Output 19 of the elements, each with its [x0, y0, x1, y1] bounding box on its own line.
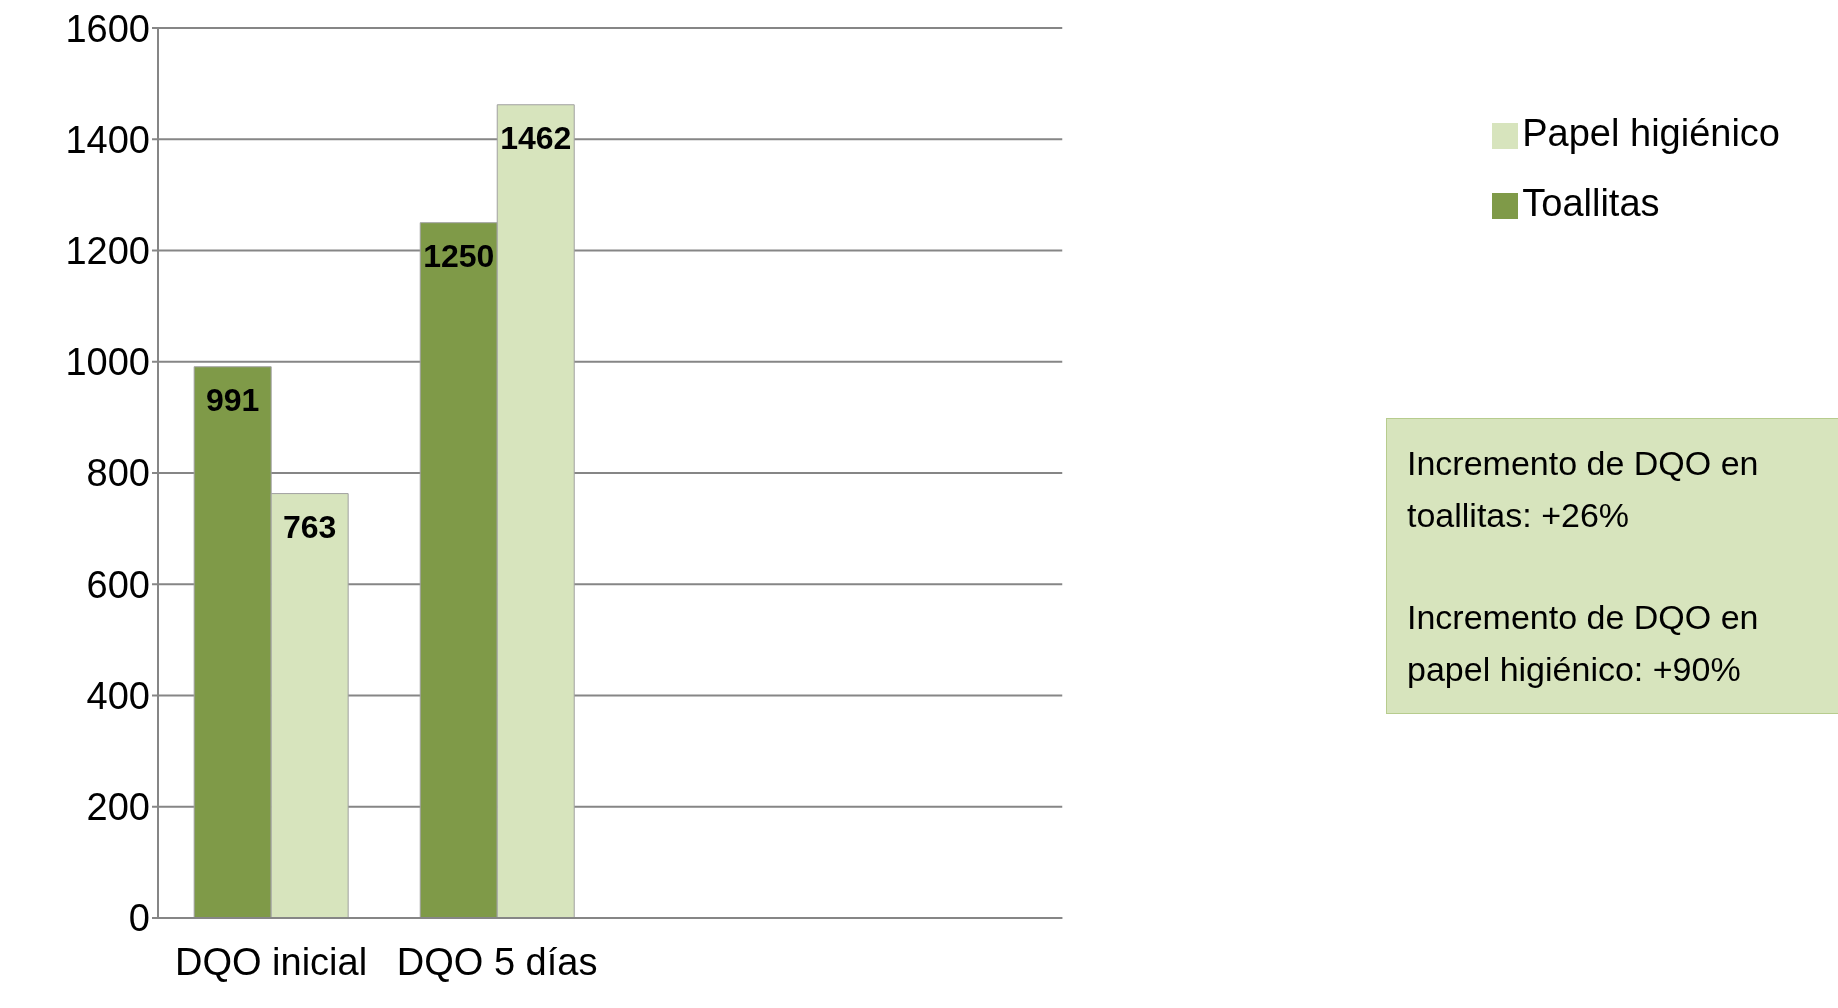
y-tick-label: 800: [86, 452, 150, 495]
y-tick-label: 1600: [65, 7, 150, 50]
text: Incremento de DQO en papel higiénico: +90%: [1407, 597, 1760, 690]
data-label: 763: [282, 509, 337, 546]
data-label: 991: [205, 382, 260, 419]
y-tick-label: 1400: [65, 118, 150, 161]
y-tick-label: 1000: [65, 341, 150, 384]
y-tick-label: 600: [86, 563, 150, 606]
data-label: 1462: [500, 120, 572, 157]
y-tick-label: 400: [86, 674, 150, 717]
legend-label: Papel higiénico: [1522, 112, 1780, 154]
x-tick-label: DQO 5 días: [396, 940, 598, 983]
y-tick-label: 200: [86, 786, 150, 829]
x-tick-label: DQO inicial: [174, 940, 368, 983]
y-tick-label: 1200: [65, 229, 150, 272]
legend-label: Toallitas: [1522, 182, 1660, 224]
y-tick-label: 0: [128, 897, 150, 940]
data-label: 1250: [423, 238, 495, 275]
text: Incremento de DQO en toallitas: +26%: [1407, 443, 1760, 536]
